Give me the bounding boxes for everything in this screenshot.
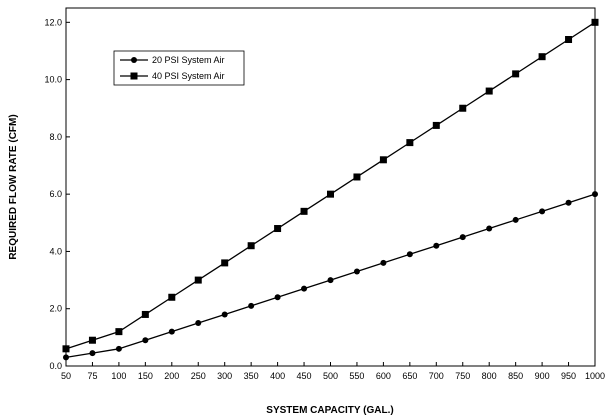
x-tick-label: 700	[429, 371, 444, 381]
data-point-square	[485, 87, 493, 95]
data-point-circle	[565, 199, 572, 206]
legend-marker-20psi	[131, 57, 137, 63]
data-point-square	[591, 18, 599, 26]
x-tick-label: 450	[297, 371, 312, 381]
data-point-square	[432, 121, 440, 129]
data-point-circle	[486, 225, 493, 232]
data-point-square	[565, 36, 573, 44]
y-tick-label: 10.0	[44, 75, 62, 85]
data-point-square	[194, 276, 202, 284]
data-point-circle	[433, 242, 440, 249]
data-point-circle	[89, 350, 96, 357]
x-tick-label: 650	[402, 371, 417, 381]
x-tick-label: 75	[87, 371, 97, 381]
data-point-square	[538, 53, 546, 61]
data-point-circle	[406, 251, 413, 258]
y-tick-label: 0.0	[49, 361, 62, 371]
legend-label-40psi: 40 PSI System Air	[152, 71, 225, 81]
x-tick-label: 800	[482, 371, 497, 381]
data-point-square	[141, 310, 149, 318]
data-point-square	[379, 156, 387, 164]
x-tick-label: 350	[244, 371, 259, 381]
data-point-circle	[301, 285, 308, 292]
data-point-square	[168, 293, 176, 301]
data-point-circle	[353, 268, 360, 275]
data-point-circle	[248, 302, 255, 309]
series-layer	[62, 18, 599, 361]
x-tick-label: 300	[217, 371, 232, 381]
x-axis-title: SYSTEM CAPACITY (GAL.)	[266, 405, 393, 416]
data-point-circle	[592, 191, 598, 198]
legend-label-20psi: 20 PSI System Air	[152, 55, 225, 65]
y-tick-label: 12.0	[44, 17, 62, 27]
x-tick-label: 100	[111, 371, 126, 381]
x-axis: 50 75 100 150 200 250 300 350 400 450 500 550 600 650…	[61, 362, 605, 381]
data-point-square	[512, 70, 520, 78]
legend-marker-40psi	[130, 72, 138, 80]
data-point-circle	[274, 294, 281, 301]
x-tick-label: 150	[138, 371, 153, 381]
y-axis: 0.0 2.0 4.0 6.0 8.0 10.0 12.0	[44, 17, 70, 371]
x-tick-label: 750	[455, 371, 470, 381]
data-point-square	[459, 104, 467, 112]
x-tick-label: 850	[508, 371, 523, 381]
data-point-circle	[327, 277, 334, 284]
x-tick-label: 500	[323, 371, 338, 381]
data-point-square	[300, 207, 308, 215]
x-tick-label: 550	[349, 371, 364, 381]
x-tick-label: 1000	[585, 371, 605, 381]
x-tick-label: 250	[191, 371, 206, 381]
y-tick-label: 6.0	[49, 189, 62, 199]
y-axis-title: REQUIRED FLOW RATE (CFM)	[8, 114, 19, 259]
y-tick-label: 4.0	[49, 246, 62, 256]
data-point-square	[221, 259, 229, 267]
data-point-square	[88, 336, 96, 344]
x-tick-label: 50	[61, 371, 71, 381]
x-tick-label: 400	[270, 371, 285, 381]
data-point-square	[327, 190, 334, 198]
data-point-circle	[63, 354, 69, 361]
data-point-circle	[142, 337, 149, 344]
x-tick-label: 900	[535, 371, 550, 381]
legend: 20 PSI System Air 40 PSI System Air	[113, 50, 245, 86]
data-point-circle	[459, 234, 466, 241]
data-point-circle	[115, 345, 122, 352]
data-point-square	[353, 173, 361, 181]
data-point-circle	[539, 208, 546, 215]
data-point-circle	[380, 259, 387, 266]
data-point-square	[115, 328, 123, 336]
x-tick-label: 200	[164, 371, 179, 381]
x-tick-label: 950	[561, 371, 576, 381]
data-point-square	[406, 139, 414, 147]
y-tick-label: 2.0	[49, 304, 62, 314]
data-point-circle	[195, 320, 202, 327]
y-tick-label: 8.0	[49, 132, 62, 142]
data-point-circle	[221, 311, 228, 318]
data-point-square	[62, 345, 70, 353]
data-point-circle	[512, 216, 519, 223]
data-point-square	[247, 242, 255, 250]
data-point-circle	[168, 328, 175, 335]
data-point-square	[274, 225, 282, 233]
x-tick-label: 600	[376, 371, 391, 381]
